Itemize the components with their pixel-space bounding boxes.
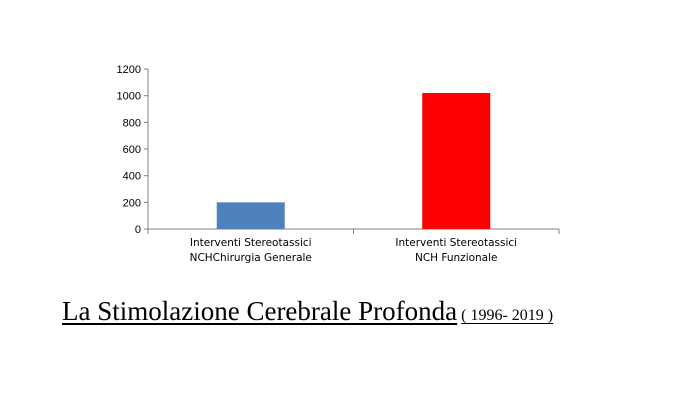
bars xyxy=(216,93,491,229)
chart-caption: La Stimolazione Cerebrale Profonda ( 199… xyxy=(62,296,553,327)
y-tick-label: 200 xyxy=(123,197,141,209)
category-label: NCHChirurgia Generale xyxy=(190,252,312,264)
y-axis: 0 200 400 600 800 1000 1200 xyxy=(117,64,149,236)
y-tick-label: 0 xyxy=(135,224,141,236)
category-label: Interventi Stereotassici xyxy=(190,237,312,249)
y-tick-label: 1200 xyxy=(117,64,141,76)
category-label: Interventi Stereotassici xyxy=(395,237,517,249)
caption-title: La Stimolazione Cerebrale Profonda xyxy=(62,296,458,326)
y-tick-label: 400 xyxy=(123,171,141,183)
y-tick-label: 600 xyxy=(123,144,141,156)
bar-2 xyxy=(422,93,491,229)
bar-chart: 0 200 400 600 800 1000 1200 Interventi Stereot… xyxy=(117,64,560,264)
y-tick-label: 1000 xyxy=(117,91,141,103)
caption-years: ( 1996- 2019 ) xyxy=(461,307,554,324)
bar-1 xyxy=(216,202,285,229)
x-axis xyxy=(147,228,560,234)
y-tick-label: 800 xyxy=(123,117,141,129)
category-label: NCH Funzionale xyxy=(415,252,498,264)
category-labels: Interventi Stereotassici NCHChirurgia Gen… xyxy=(190,237,517,264)
